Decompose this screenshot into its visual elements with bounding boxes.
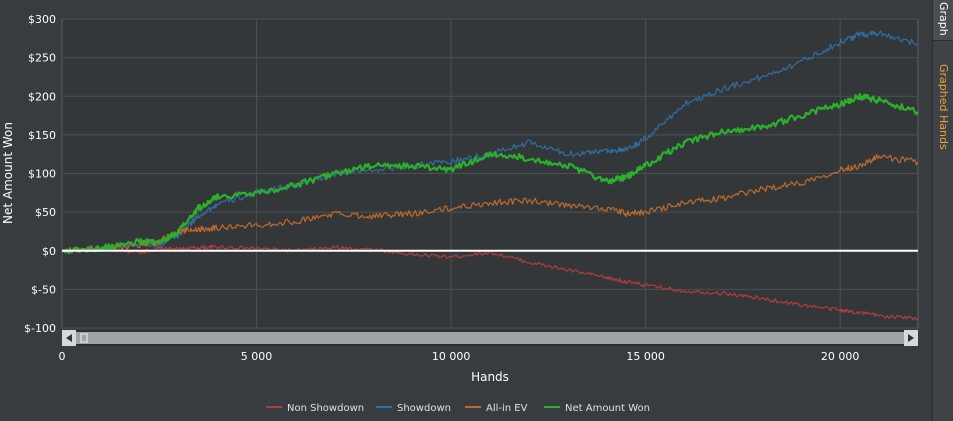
y-tick-label: $-100 xyxy=(24,322,56,335)
tab-graph-label: Graph xyxy=(937,2,950,36)
scroll-thumb-left-grip[interactable] xyxy=(80,333,88,343)
side-panel: Graph Graphed Hands xyxy=(932,0,953,421)
y-tick-label: $250 xyxy=(28,52,56,65)
chart: $-100 $-50 $0 $50 $100 $150 $200 $250 $300 0 5 000… xyxy=(1,13,919,414)
y-tick-label: $0 xyxy=(42,245,56,258)
x-tick-label: 0 xyxy=(59,350,66,363)
x-tick-label: 20 000 xyxy=(821,350,860,363)
legend-item-label: Non Showdown xyxy=(287,403,364,414)
y-axis-title: Net Amount Won xyxy=(1,122,15,224)
legend-item-label: Net Amount Won xyxy=(565,403,650,414)
horizontal-scrollbar[interactable] xyxy=(62,330,918,346)
grid-layer xyxy=(62,18,918,329)
tab-graphed-hands-label: Graphed Hands xyxy=(937,64,950,150)
legend: Non Showdown Showdown All-in EV Net Amount … xyxy=(266,403,650,414)
scroll-left-arrow-icon xyxy=(66,334,72,342)
scrollbar-track[interactable] xyxy=(76,332,904,344)
x-axis-title: Hands xyxy=(471,370,509,384)
tick-layer: $-100 $-50 $0 $50 $100 $150 $200 $250 $300 0 5 000… xyxy=(24,13,859,363)
tab-graphed-hands[interactable]: Graphed Hands xyxy=(933,64,953,174)
legend-item-label: Showdown xyxy=(397,403,451,414)
tab-graph[interactable]: Graph xyxy=(933,0,953,41)
y-tick-label: $150 xyxy=(28,129,56,142)
x-tick-label: 15 000 xyxy=(626,350,665,363)
x-tick-label: 10 000 xyxy=(432,350,471,363)
y-tick-label: $50 xyxy=(35,206,56,219)
y-tick-label: $-50 xyxy=(31,283,56,296)
y-tick-label: $300 xyxy=(28,13,56,26)
series-line-net-amount-won xyxy=(61,92,919,255)
series-line-all-in-ev xyxy=(61,154,919,253)
y-tick-label: $100 xyxy=(28,168,56,181)
legend-item-label: All-in EV xyxy=(486,403,528,414)
series-layer xyxy=(61,30,919,321)
scroll-right-arrow-icon xyxy=(908,334,914,342)
x-tick-label: 5 000 xyxy=(241,350,273,363)
y-tick-label: $200 xyxy=(28,90,56,103)
